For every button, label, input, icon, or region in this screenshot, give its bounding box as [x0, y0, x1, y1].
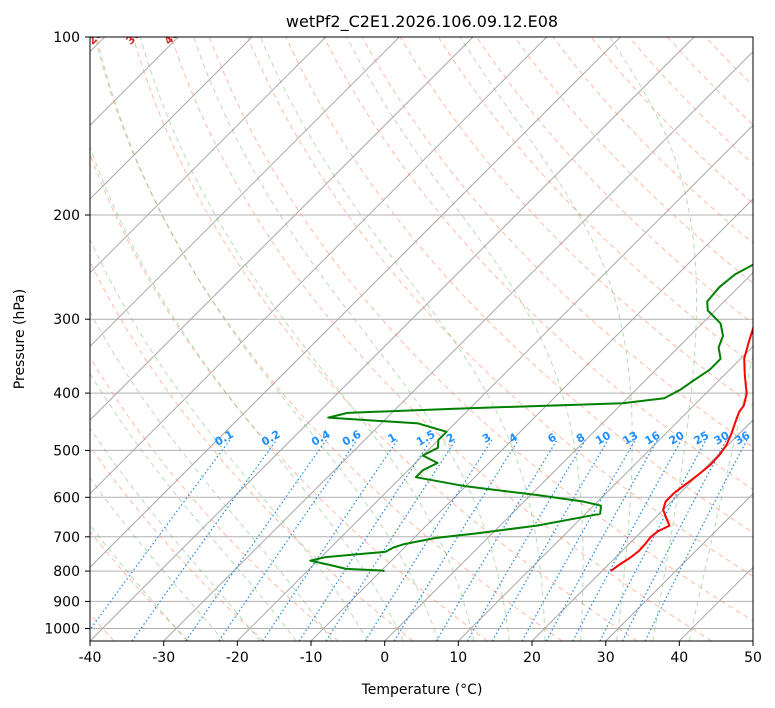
isotherm-line: [90, 37, 621, 569]
x-tick-label: 20: [523, 650, 541, 666]
dry-adiabat-label: 30: [124, 27, 144, 47]
dry-adiabat-line: [94, 37, 563, 641]
dry-adiabat-line: [90, 152, 488, 641]
dry-adiabat-layer: [90, 37, 753, 641]
y-tick-label: 800: [53, 564, 80, 580]
y-tick-label: 100: [53, 30, 80, 46]
y-tick-label: 600: [53, 490, 80, 506]
isotherm-line: [90, 37, 548, 495]
y-axis-ticks: 100 200 300 400 500 600 700 800 900 1000: [44, 30, 90, 638]
dry-adiabat-label: 20: [85, 27, 105, 47]
y-tick-label: 700: [53, 530, 80, 546]
mixing-ratio-line: [218, 439, 358, 641]
mixing-ratio-line: [325, 439, 457, 641]
mixing-ratio-line: [262, 439, 399, 641]
mixing-ratio-line: [185, 439, 327, 641]
isotherm-line: [90, 37, 400, 348]
grid-layer: [90, 37, 753, 629]
y-axis-label: Pressure (hPa): [12, 289, 28, 389]
x-tick-label: 0: [380, 650, 389, 666]
dry-adiabat-line: [90, 530, 190, 641]
mixing-ratio-line: [466, 439, 587, 641]
chart-title: wetPf2_C2E1.2026.106.09.12.E08: [286, 12, 558, 32]
dry-adiabat-line: [170, 37, 712, 641]
plot-area: 20 30 400.1 0.2 0.4 0.6 1 1.5 2 3 4 6 8 10 13 16 20 25 30 3…: [85, 27, 753, 641]
isotherm-line: [90, 37, 474, 421]
series-layer: [309, 263, 753, 573]
x-tick-label: -30: [152, 650, 175, 666]
moist-adiabat-line: [90, 145, 404, 641]
isotherm-line: [163, 50, 753, 641]
mixing-ratio-line: [491, 439, 609, 641]
isotherm-line: [384, 271, 753, 641]
mixing-ratio-line: [393, 439, 519, 641]
x-tick-label: 40: [670, 650, 688, 666]
mixing-ratio-layer: [90, 439, 748, 641]
dry-adiabat-line: [514, 37, 753, 284]
plot-frame: [89, 36, 754, 642]
mixing-ratio-line: [545, 439, 658, 641]
mixing-ratio-line: [298, 439, 432, 641]
dewpoint-profile: [309, 263, 753, 573]
isotherm-line: [605, 492, 753, 641]
dry-adiabat-line: [399, 37, 753, 407]
isotherm-line: [236, 124, 753, 641]
dry-adiabat-line: [90, 260, 414, 641]
dry-adiabat-line: [285, 37, 753, 534]
moist-adiabat-line: [96, 37, 439, 641]
moist-adiabat-line: [346, 37, 584, 641]
dry-adiabat-label: 40: [162, 27, 182, 47]
mixing-ratio-line: [364, 439, 493, 641]
moist-adiabat-line: [90, 427, 261, 641]
mixing-ratio-line: [435, 439, 558, 641]
y-tick-label: 500: [53, 443, 80, 459]
isotherm-line: [531, 419, 753, 641]
y-tick-label: 900: [53, 594, 80, 610]
x-tick-label: -20: [226, 650, 249, 666]
x-axis-label: Temperature (°C): [361, 682, 483, 698]
dry-adiabat-line: [90, 356, 339, 641]
y-tick-label: 300: [53, 312, 80, 328]
isotherm-line: [457, 345, 753, 641]
moist-adiabat-line: [260, 37, 546, 641]
temperature-profile: [610, 325, 753, 572]
moist-adiabat-line: [139, 37, 475, 641]
dry-adiabat-line: [90, 445, 264, 641]
moist-adiabat-line: [90, 372, 297, 641]
y-tick-label: 200: [53, 208, 80, 224]
x-tick-label: -10: [300, 650, 323, 666]
x-tick-label: 30: [597, 650, 615, 666]
dry-adiabat-line: [209, 37, 753, 622]
isotherm-line: [90, 37, 253, 200]
moist-adiabat-line: [609, 37, 697, 641]
moist-adiabat-line: [90, 524, 188, 641]
dry-adiabat-line: [132, 37, 638, 641]
mixing-ratio-line: [644, 439, 748, 641]
dry-adiabat-line: [247, 37, 753, 577]
isotherm-line: [90, 37, 327, 274]
mixing-ratio-line: [90, 439, 231, 631]
isotherm-layer: [90, 37, 753, 641]
moist-adiabat-line: [90, 477, 225, 641]
mixing-ratio-line: [521, 439, 636, 641]
y-tick-label: 400: [53, 386, 80, 402]
moist-adiabat-line: [90, 238, 369, 641]
x-tick-label: -40: [79, 650, 102, 666]
y-tick-label: 1000: [44, 622, 80, 638]
x-axis-ticks: -40 -30 -20 -10 0 10 20 30 40 50: [79, 641, 762, 666]
isotherm-line: [90, 37, 695, 641]
x-tick-label: 50: [744, 650, 762, 666]
x-tick-label: 10: [449, 650, 467, 666]
